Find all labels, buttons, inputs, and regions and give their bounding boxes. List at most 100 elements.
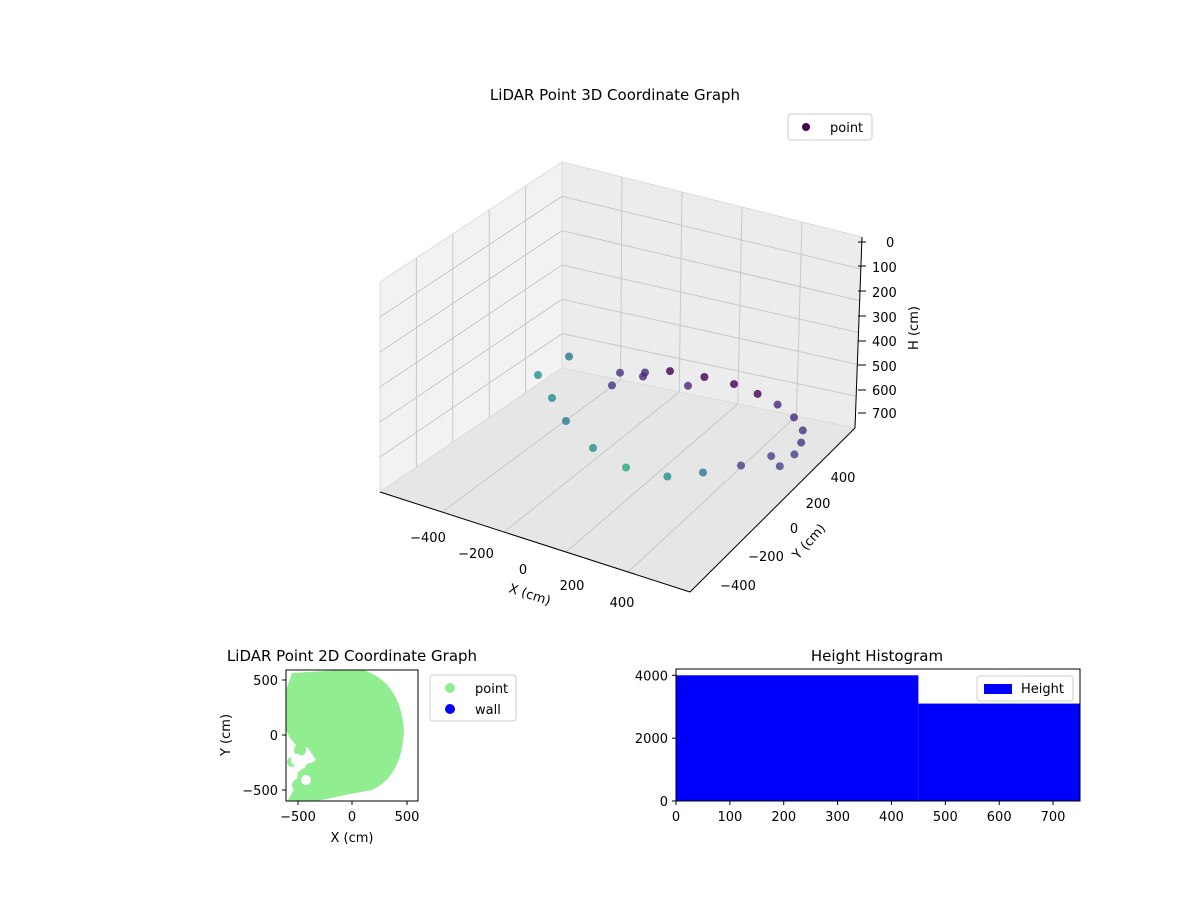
y-tick-label-2d: 500 <box>253 674 278 689</box>
plot-2d-area <box>286 670 418 801</box>
y-tick-label: 0 <box>790 522 798 537</box>
data-point-3d <box>663 472 672 481</box>
z-tick-label: 700 <box>872 407 897 422</box>
ticks-2d <box>282 679 408 805</box>
histogram-x-ticks: 0 100 200 300 400 500 600 700 <box>672 801 1066 825</box>
legend-histogram-label: Height <box>1021 682 1064 697</box>
histogram-x-tick-label: 500 <box>933 810 958 825</box>
histogram-x-tick-label: 700 <box>1041 810 1066 825</box>
chart-2d: LiDAR Point 2D Coordinate Graph −500 0 5… <box>219 647 517 846</box>
grid-line <box>379 230 563 353</box>
z-axis-label: H (cm) <box>907 306 922 350</box>
histogram-x-tick-label: 200 <box>771 810 796 825</box>
x-tick-label-2d: 0 <box>348 810 356 825</box>
data-point-3d <box>589 444 597 452</box>
histogram-x-tick-label: 300 <box>825 810 850 825</box>
y-axis-label-2d: Y (cm) <box>219 714 234 757</box>
data-point-3d <box>562 417 570 425</box>
grid-line <box>561 230 860 302</box>
grid-line <box>379 298 563 423</box>
legend-3d-frame <box>787 113 873 141</box>
x-tick-label-2d: −500 <box>280 810 316 825</box>
y-axis-line <box>689 427 856 593</box>
point-cloud-dot <box>305 763 315 773</box>
data-point-3d <box>767 452 776 461</box>
chart-2d-title: LiDAR Point 2D Coordinate Graph <box>227 647 477 665</box>
data-point-3d <box>700 373 709 381</box>
data-point-3d <box>639 372 647 381</box>
z-tick-label: 600 <box>872 384 897 399</box>
histogram-bars <box>676 675 1080 801</box>
histogram-x-tick-label: 400 <box>879 810 904 825</box>
legend-2d-label: point <box>475 682 508 697</box>
data-point-3d <box>790 450 799 459</box>
data-point-3d <box>798 426 807 435</box>
point-cloud-region <box>286 670 404 801</box>
z-ticks: 0 100 200 300 400 500 600 700 <box>858 236 897 422</box>
y-tick-label: −200 <box>748 550 784 565</box>
histogram-title: Height Histogram <box>811 647 943 665</box>
y-tick-label: −400 <box>720 579 756 594</box>
histogram-bar <box>676 675 919 801</box>
data-point-3d <box>608 381 616 390</box>
x-tick-label: 0 <box>519 563 527 578</box>
x-tick-label: 200 <box>560 579 585 594</box>
histogram-bar <box>918 703 1080 801</box>
chart-histogram: Height Histogram 0 100 200 300 400 500 600 700 … <box>635 647 1081 825</box>
histogram-x-tick-label: 100 <box>717 810 742 825</box>
y-tick-label-2d: 0 <box>270 729 278 744</box>
grid-line <box>561 264 859 333</box>
data-point-3d <box>666 367 674 376</box>
legend-2d-marker-wall <box>445 704 455 714</box>
x-axis-label-2d: X (cm) <box>331 831 374 846</box>
grid-line <box>441 379 621 513</box>
data-point-3d <box>753 389 762 398</box>
legend-histogram: Height <box>976 675 1074 702</box>
grid-line <box>627 415 797 573</box>
histogram-y-tick-label: 2000 <box>635 732 668 747</box>
data-point-3d <box>616 368 624 377</box>
data-point-3d <box>534 371 542 379</box>
point-cloud-dot <box>309 789 319 799</box>
x-tick-label: −400 <box>410 531 446 546</box>
data-point-3d <box>775 462 784 471</box>
chart-3d: LiDAR Point 3D Coordinate Graph −400 −20… <box>378 86 922 611</box>
histogram-frame <box>675 668 1081 802</box>
histogram-y-tick-label: 0 <box>660 795 668 810</box>
grid-3d <box>379 176 861 573</box>
legend-3d: point <box>787 113 873 141</box>
grid-line <box>561 298 858 365</box>
grid-line <box>503 391 680 533</box>
data-point-3d <box>790 413 798 422</box>
data-point-3d <box>684 381 692 390</box>
x-tick-label: −200 <box>458 547 494 562</box>
z-tick-label: 500 <box>872 360 897 375</box>
data-point-3d <box>565 352 573 361</box>
histogram-y-tick-label: 4000 <box>635 669 668 684</box>
point-cloud-dot <box>292 779 304 791</box>
legend-3d-label: point <box>830 121 863 136</box>
y-tick-label: 400 <box>831 471 856 486</box>
point-cloud-hole <box>301 775 311 785</box>
point-cloud-hole <box>291 754 303 766</box>
legend-histogram-swatch <box>984 684 1012 694</box>
chart-3d-title: LiDAR Point 3D Coordinate Graph <box>490 86 740 104</box>
grid-line <box>379 195 563 318</box>
x-axis-line <box>379 491 691 593</box>
grid-line <box>561 333 857 397</box>
data-point-3d <box>737 461 745 470</box>
data-point-3d <box>699 468 707 477</box>
grid-line <box>379 264 563 388</box>
z-axis-line <box>854 236 863 429</box>
legend-2d-label: wall <box>475 703 501 718</box>
x-axis-label: X (cm) <box>507 582 553 610</box>
z-tick-label: 400 <box>872 335 897 350</box>
grid-line <box>561 195 861 270</box>
data-point-3d <box>730 380 738 389</box>
data-point-3d <box>622 463 630 472</box>
point-cloud-dot <box>294 744 306 756</box>
histogram-y-ticks: 0 2000 4000 <box>635 669 676 810</box>
grid-line <box>565 403 739 553</box>
y-tick-label-2d: −500 <box>242 784 278 799</box>
